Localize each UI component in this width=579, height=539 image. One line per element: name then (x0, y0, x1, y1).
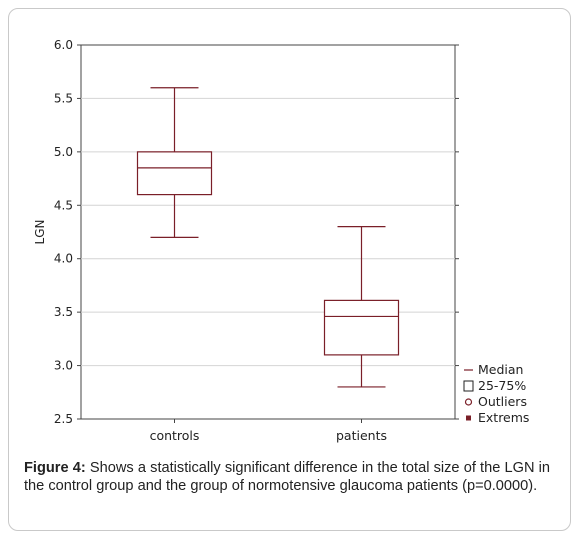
box-controls (136, 87, 213, 238)
figure-caption: Figure 4: Shows a statistically signific… (24, 459, 550, 495)
plot-area (80, 44, 456, 420)
legend-item-25-75-: 25-75% (463, 378, 526, 393)
y-tick-label: 4.5 (54, 198, 73, 212)
legend-box-swatch (463, 380, 474, 392)
y-tick-label: 3.5 (54, 305, 73, 319)
caption-label: Figure 4: (24, 460, 86, 476)
x-category-label: patients (336, 428, 387, 443)
box-patients (323, 226, 400, 388)
legend-label: Median (478, 362, 523, 377)
y-tick-label: 6.0 (54, 38, 73, 52)
figure-frame (8, 8, 571, 531)
legend-label: Outliers (478, 394, 527, 409)
y-tick-label: 5.0 (54, 145, 73, 159)
box-plot-chart: 6.0 5.5 5.0 4.5 4.0 3.5 3.0 2.5 LGN controls pat… (33, 38, 529, 443)
iqr-box (136, 151, 213, 196)
legend-extreme-swatch (466, 415, 471, 421)
legend-item-median: Median (464, 362, 523, 377)
y-tick-label: 5.5 (54, 91, 73, 105)
y-tick-label: 3.0 (54, 359, 73, 373)
iqr-box (323, 299, 400, 356)
x-axis-labels: controls patients (150, 419, 387, 443)
legend-item-extrems: Extrems (466, 410, 529, 425)
y-tick-label: 4.0 (54, 252, 73, 266)
x-category-label: controls (150, 428, 200, 443)
legend-item-outliers: Outliers (464, 394, 527, 409)
y-axis-title: LGN (33, 220, 47, 245)
legend-outlier-swatch (464, 398, 473, 406)
legend-label: 25-75% (478, 378, 526, 393)
y-tick-label: 2.5 (54, 412, 73, 426)
caption-text: Shows a statistically significant differ… (24, 460, 551, 494)
boxes (136, 87, 400, 388)
legend-label: Extrems (478, 410, 529, 425)
y-axis-ticks: 6.0 5.5 5.0 4.5 4.0 3.5 3.0 2.5 (54, 38, 459, 426)
